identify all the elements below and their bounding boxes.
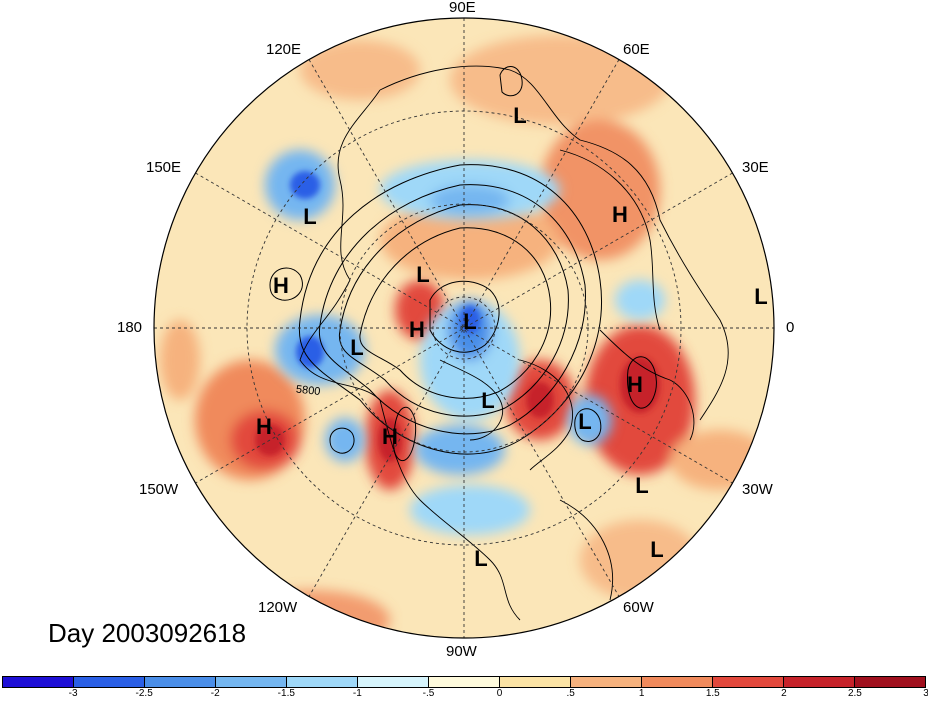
contour-label-5800: 5800 bbox=[295, 384, 321, 398]
colorbar bbox=[2, 676, 926, 688]
anomaly-field bbox=[160, 35, 770, 638]
lon-label-60e: 60E bbox=[623, 41, 650, 58]
lon-label-90w: 90W bbox=[446, 643, 477, 660]
low-center-l-atlantic-south: L bbox=[650, 537, 663, 562]
low-center-l-pole: L bbox=[463, 309, 476, 334]
colorbar-ticks: -3 -2.5 -2 -1.5 -1 -.5 0 .5 1 1.5 2 2.5 3 bbox=[2, 688, 928, 702]
lon-label-90e: 90E bbox=[449, 0, 476, 16]
high-center-h-gulf-alaska: H bbox=[382, 424, 398, 449]
colorbar-segment bbox=[500, 677, 571, 687]
high-center-h-arctic: H bbox=[409, 317, 425, 342]
lon-label-150w: 150W bbox=[139, 481, 179, 498]
colorbar-segment bbox=[855, 677, 925, 687]
colorbar-segment bbox=[429, 677, 500, 687]
low-center-l-east-siberia: L bbox=[416, 262, 429, 287]
colorbar-segment bbox=[571, 677, 642, 687]
lon-label-60w: 60W bbox=[623, 599, 654, 616]
lon-label-120w: 120W bbox=[258, 599, 298, 616]
colorbar-segment bbox=[74, 677, 145, 687]
colorbar-tick-label: -1 bbox=[352, 688, 362, 699]
colorbar-segment bbox=[145, 677, 216, 687]
colorbar-segment bbox=[3, 677, 74, 687]
lon-label-120e: 120E bbox=[266, 41, 302, 58]
day-title: Day 2003092618 bbox=[48, 618, 247, 648]
colorbar-tick-label: -2.5 bbox=[135, 688, 153, 699]
low-center-l-caribbean: L bbox=[474, 546, 487, 571]
colorbar-tick-label: -2 bbox=[210, 688, 220, 699]
colorbar-tick-label: .5 bbox=[566, 688, 575, 699]
colorbar-tick-label: -1.5 bbox=[277, 688, 295, 699]
low-center-l-canada: L bbox=[481, 388, 494, 413]
colorbar-segment bbox=[216, 677, 287, 687]
high-center-h-pacific-east: H bbox=[256, 414, 272, 439]
lon-label-0: 0 bbox=[786, 319, 795, 336]
colorbar-segment bbox=[784, 677, 855, 687]
colorbar-tick-label: 1.5 bbox=[705, 688, 720, 699]
lon-label-150e: 150E bbox=[146, 159, 182, 176]
colorbar-segment bbox=[642, 677, 713, 687]
colorbar-tick-label: -3 bbox=[68, 688, 78, 699]
colorbar-tick-label: -.5 bbox=[422, 688, 435, 699]
colorbar-segment bbox=[287, 677, 358, 687]
graticule bbox=[154, 18, 774, 638]
map-outline bbox=[153, 17, 775, 639]
height-contours bbox=[269, 66, 657, 462]
colorbar-segment bbox=[713, 677, 784, 687]
low-center-l-atlantic-mid: L bbox=[635, 473, 648, 498]
colorbar-tick-label: 3 bbox=[923, 688, 928, 699]
colorbar-tick-label: 2 bbox=[781, 688, 787, 699]
low-center-l-bering: L bbox=[350, 335, 363, 360]
low-center-l-far-east: L bbox=[303, 204, 316, 229]
high-center-h-europe: H bbox=[612, 202, 628, 227]
colorbar-tick-label: 0 bbox=[496, 688, 503, 699]
low-center-l-siberia-north: L bbox=[513, 103, 526, 128]
colorbar-tick-label: 1 bbox=[638, 688, 645, 699]
lon-label-30w: 30W bbox=[742, 481, 773, 498]
pressure-centers: L L H L H L H L L L H L H H L L L bbox=[256, 103, 768, 571]
low-center-l-atlantic-east: L bbox=[754, 284, 767, 309]
high-center-h-pacific-west: H bbox=[273, 273, 289, 298]
lon-label-180: 180 bbox=[117, 319, 143, 336]
low-center-l-north-atlantic: L bbox=[578, 409, 591, 434]
colorbar-segment bbox=[358, 677, 429, 687]
high-center-h-north-atlantic: H bbox=[627, 372, 643, 397]
colorbar-tick-label: 2.5 bbox=[847, 688, 862, 699]
lon-label-30e: 30E bbox=[742, 159, 769, 176]
